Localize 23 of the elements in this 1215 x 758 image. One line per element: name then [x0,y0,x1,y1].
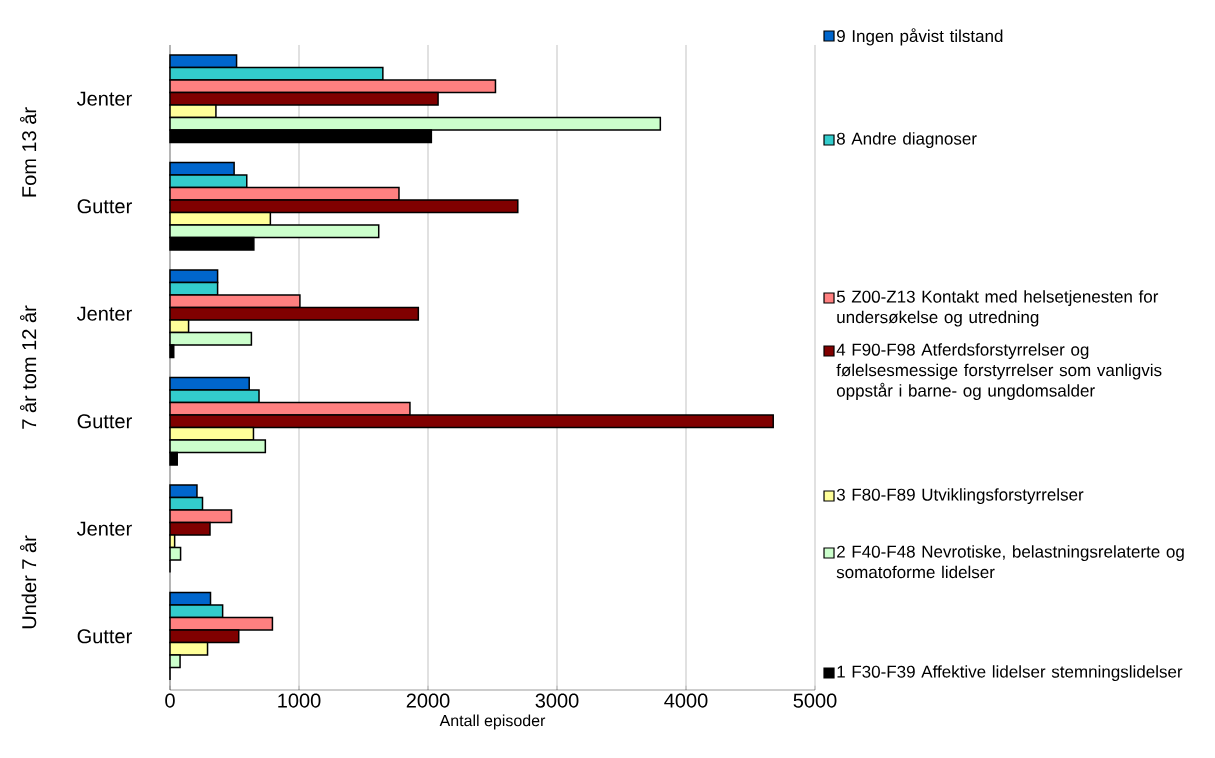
legend-label: 2 F40-F48 Nevrotiske, belastningsrelaterte og somatoforme lidelser [836,545,1184,579]
y-tick-label: Gutter [77,199,132,214]
x-tick-label: 5000 [793,693,837,708]
text: Fom 13 år [19,107,37,197]
text: Under 7 år [19,535,37,629]
y-tick-label: Jenter [76,521,132,536]
y-tick-label: Gutter [77,629,132,644]
legend-label: 8 Andre diagnoser [836,132,977,149]
y-tick-label: Jenter [76,91,132,106]
x-tick-label: 0 [165,693,175,708]
legend-label: 5 Z00-Z13 Kontakt med helsetjenesten for undersøkelse og utredning [836,290,1159,327]
x-tick-label: 1000 [278,693,321,708]
y-tick-label: Gutter [77,414,132,429]
y-tick-label: Jenter [76,306,132,321]
x-tick-label: 2000 [406,693,450,708]
x-axis-title: Antall episoder [439,714,546,730]
legend-label: 3 F80-F89 Utviklingsforstyrrelser [836,488,1084,505]
legend-label: 1 F30-F39 Affektive lidelser stemningslidelser [837,665,1183,682]
legend-label: 4 F90-F98 Atferdsforstyrrelser og følelsesmessige forstyrrelser som vanligvis oppstår i barne- og ungdomsalder [836,343,1162,401]
legend-label: 9 Ingen påvist tilstand [837,28,1003,46]
x-tick-label: 3000 [535,693,579,708]
text: 7 år tom 12 år [19,305,37,429]
x-tick-label: 4000 [664,693,708,708]
